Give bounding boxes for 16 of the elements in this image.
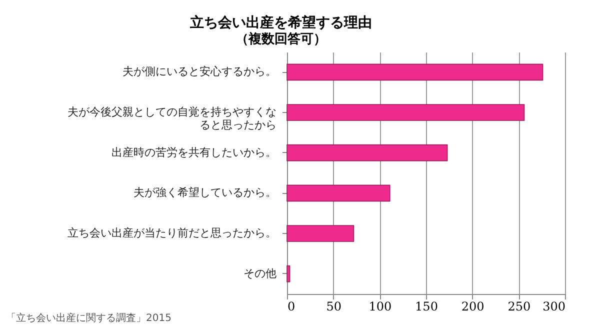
x-tick-label: 250	[508, 300, 531, 314]
y-tick-label: 出産時の苦労を共有したいから。	[112, 146, 276, 159]
y-tick-label: 夫が側にいると安心するから。	[122, 65, 276, 78]
y-tick-label: 立ち会い出産が当たり前だと思ったから。	[68, 226, 276, 240]
x-tick-label: 0	[288, 300, 296, 314]
chart-subtitle: （複数回答可）	[236, 31, 326, 47]
x-tick-label: 300	[542, 300, 566, 314]
y-tick-label: その他	[244, 266, 276, 280]
y-tick-label: 夫が強く希望しているから。	[134, 186, 276, 200]
x-tick-label: 150	[415, 300, 438, 314]
x-tick-label: 200	[461, 300, 484, 314]
chart-title: 立ち会い出産を希望する理由	[189, 14, 372, 31]
text: 「立ち会い出産に関する調査」2015	[6, 312, 172, 325]
y-tick-label: 夫が今後父親としての自覚を持ちやすくなると思ったから	[68, 106, 276, 132]
x-tick-label: 50	[326, 300, 342, 314]
x-tick-label: 100	[368, 300, 392, 314]
